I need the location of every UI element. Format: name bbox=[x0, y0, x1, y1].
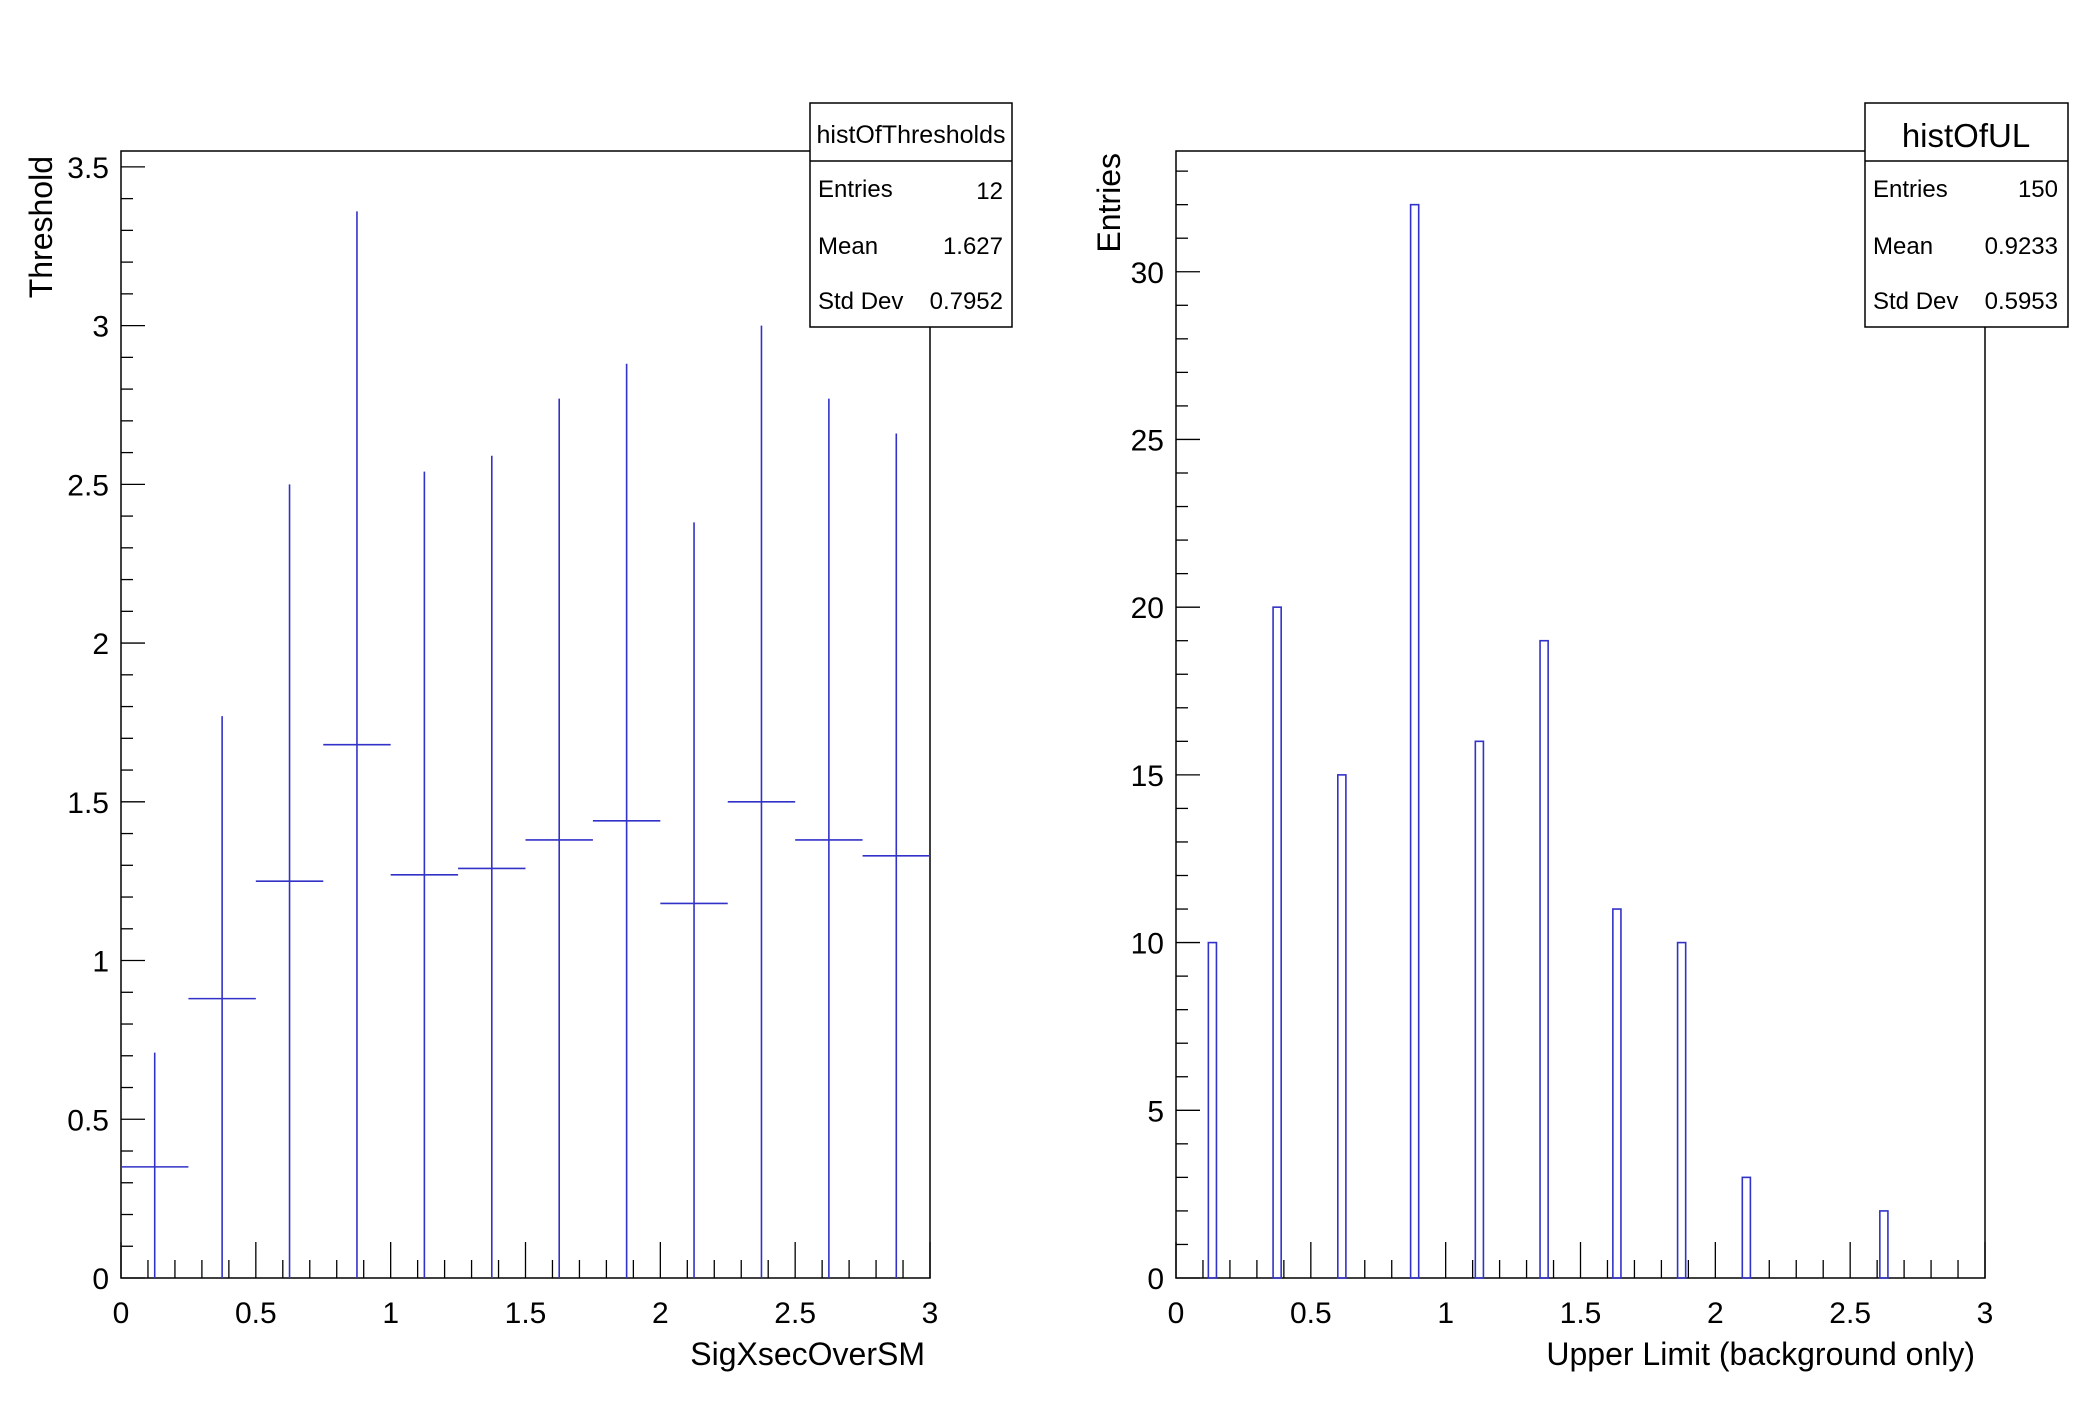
upper-limit-y-tick-label: 15 bbox=[1131, 760, 1164, 793]
upper-limit-bar-0 bbox=[1207, 941, 1218, 1279]
upper-limit-y-tick-label: 20 bbox=[1131, 592, 1164, 625]
upper-limit-bar-3 bbox=[1409, 203, 1420, 1279]
upper-limit-x-tick-label: 0 bbox=[1168, 1297, 1185, 1330]
thresholds-panel: 0 0.5 1 1.5 2 2.5 3 0 0.5 1 1.5 2 2.5 3 3.5 SigXsecOve… bbox=[23, 102, 1013, 1372]
thresholds-x-tick-label: 1 bbox=[382, 1297, 399, 1330]
thresholds-x-tick-label: 2.5 bbox=[774, 1297, 816, 1330]
upper-limit-bars bbox=[1207, 203, 1889, 1279]
upper-limit-bar-4 bbox=[1474, 740, 1485, 1279]
thresholds-y-tick-label: 3 bbox=[92, 311, 109, 344]
thresholds-x-tick-label: 0 bbox=[113, 1297, 130, 1330]
thresholds-y-tick-label: 0 bbox=[92, 1263, 109, 1296]
thresholds-y-axis-title: Threshold bbox=[23, 156, 59, 298]
upper-limit-y-axis-title: Entries bbox=[1091, 153, 1127, 253]
thresholds-stats-box: histOfThresholds Entries 12 Mean 1.627 S… bbox=[809, 102, 1013, 328]
thresholds-y-tick-label: 1.5 bbox=[67, 787, 109, 820]
thresholds-stats-stddev-label: Std Dev bbox=[818, 288, 903, 315]
upper-limit-stats-entries-value: 150 bbox=[2018, 176, 2058, 203]
upper-limit-y-tick-label: 0 bbox=[1147, 1263, 1164, 1296]
upper-limit-stats-title: histOfUL bbox=[1902, 117, 2030, 154]
upper-limit-y-tick-label: 25 bbox=[1131, 424, 1164, 457]
thresholds-stats-entries-value: 12 bbox=[976, 178, 1003, 205]
thresholds-markers bbox=[121, 211, 930, 1278]
upper-limit-stats-stddev-value: 0.5953 bbox=[1985, 288, 2058, 315]
thresholds-stats-frame bbox=[809, 102, 1013, 328]
upper-limit-bar-9 bbox=[1879, 1210, 1889, 1279]
upper-limit-x-tick-label: 2.5 bbox=[1829, 1297, 1871, 1330]
upper-limit-x-tick-label: 2 bbox=[1707, 1297, 1724, 1330]
upper-limit-y-tick-label: 10 bbox=[1131, 928, 1164, 961]
thresholds-x-tick-label: 3 bbox=[922, 1297, 939, 1330]
upper-limit-x-tick-label: 1 bbox=[1437, 1297, 1454, 1330]
thresholds-x-tick-label: 2 bbox=[652, 1297, 669, 1330]
thresholds-stats-stddev-value: 0.7952 bbox=[930, 288, 1003, 315]
upper-limit-plot-frame bbox=[1175, 150, 1986, 1279]
thresholds-plot-frame bbox=[120, 150, 931, 1279]
thresholds-y-tick-label: 1 bbox=[92, 946, 109, 979]
upper-limit-stats-box: histOfUL Entries 150 Mean 0.9233 Std Dev… bbox=[1864, 102, 2069, 328]
upper-limit-y-tick-label: 30 bbox=[1131, 257, 1164, 290]
upper-limit-x-axis-title: Upper Limit (background only) bbox=[1546, 1336, 1975, 1372]
upper-limit-x-tick-label: 1.5 bbox=[1560, 1297, 1602, 1330]
thresholds-axes: 0 0.5 1 1.5 2 2.5 3 0 0.5 1 1.5 2 2.5 3 3.5 bbox=[67, 152, 938, 1330]
thresholds-x-tick-label: 0.5 bbox=[235, 1297, 277, 1330]
upper-limit-bar-5 bbox=[1539, 639, 1549, 1279]
thresholds-stats-mean-label: Mean bbox=[818, 233, 878, 260]
thresholds-y-tick-label: 2.5 bbox=[67, 469, 109, 502]
thresholds-stats-title: histOfThresholds bbox=[817, 121, 1006, 149]
upper-limit-stats-mean-value: 0.9233 bbox=[1985, 233, 2058, 260]
upper-limit-bar-1 bbox=[1272, 606, 1282, 1279]
upper-limit-bar-2 bbox=[1337, 774, 1347, 1279]
upper-limit-bar-7 bbox=[1676, 941, 1687, 1279]
thresholds-stats-mean-value: 1.627 bbox=[943, 233, 1003, 260]
upper-limit-stats-entries-label: Entries bbox=[1873, 176, 1948, 203]
upper-limit-stats-mean-label: Mean bbox=[1873, 233, 1933, 260]
thresholds-x-tick-label: 1.5 bbox=[505, 1297, 547, 1330]
upper-limit-stats-frame bbox=[1864, 102, 2069, 328]
upper-limit-y-tick-label: 5 bbox=[1147, 1095, 1164, 1128]
upper-limit-stats-stddev-label: Std Dev bbox=[1873, 288, 1958, 315]
thresholds-x-axis-title: SigXsecOverSM bbox=[690, 1336, 925, 1372]
thresholds-y-tick-label: 3.5 bbox=[67, 152, 109, 185]
thresholds-y-tick-label: 0.5 bbox=[67, 1104, 109, 1137]
upper-limit-bar-6 bbox=[1612, 908, 1622, 1279]
upper-limit-bar-8 bbox=[1741, 1176, 1752, 1279]
upper-limit-x-tick-label: 0.5 bbox=[1290, 1297, 1332, 1330]
thresholds-stats-entries-label: Entries bbox=[818, 176, 893, 203]
upper-limit-x-tick-label: 3 bbox=[1977, 1297, 1994, 1330]
thresholds-y-tick-label: 2 bbox=[92, 628, 109, 661]
